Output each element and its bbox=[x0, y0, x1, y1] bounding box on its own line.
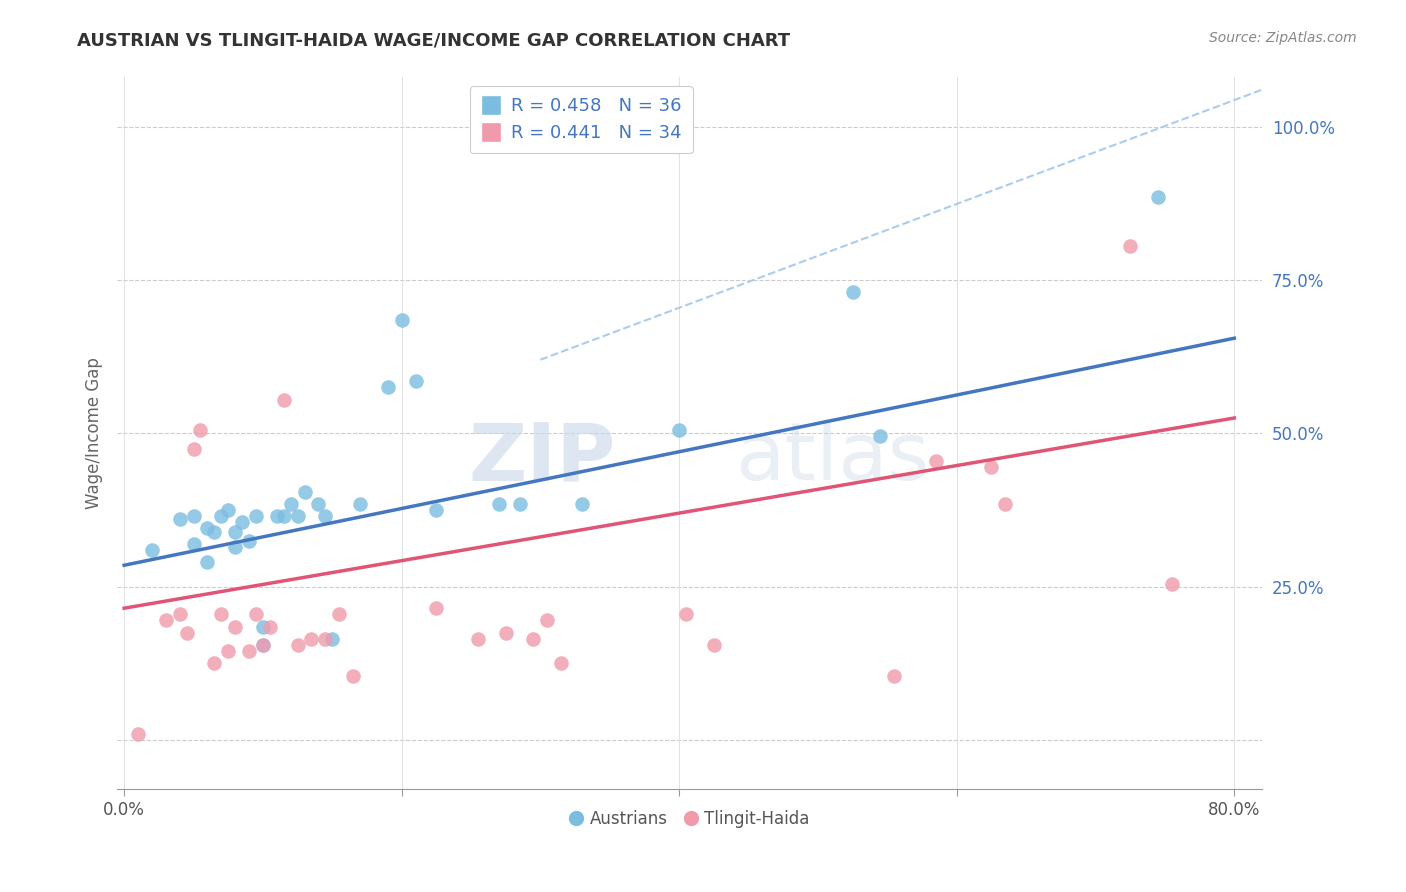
Point bbox=[202, 657, 225, 671]
Point bbox=[183, 509, 205, 524]
Point bbox=[252, 638, 274, 652]
Point bbox=[183, 442, 205, 456]
Point bbox=[307, 497, 329, 511]
Point bbox=[668, 423, 690, 437]
Legend: Austrians, Tlingit-Haida: Austrians, Tlingit-Haida bbox=[562, 803, 817, 834]
Point bbox=[217, 503, 239, 517]
Point bbox=[342, 669, 364, 683]
Point bbox=[314, 632, 336, 646]
Point bbox=[287, 638, 309, 652]
Point bbox=[1119, 239, 1142, 253]
Point bbox=[197, 555, 219, 569]
Point bbox=[209, 509, 232, 524]
Point bbox=[301, 632, 323, 646]
Point bbox=[141, 542, 163, 557]
Point bbox=[314, 509, 336, 524]
Point bbox=[495, 625, 517, 640]
Point bbox=[550, 657, 572, 671]
Point bbox=[509, 497, 531, 511]
Point bbox=[377, 380, 399, 394]
Point bbox=[169, 512, 191, 526]
Point bbox=[190, 423, 212, 437]
Point bbox=[224, 619, 246, 633]
Point bbox=[841, 285, 863, 300]
Text: ZIP: ZIP bbox=[468, 419, 616, 497]
Text: atlas: atlas bbox=[735, 419, 929, 497]
Point bbox=[925, 454, 948, 468]
Point bbox=[328, 607, 350, 622]
Point bbox=[467, 632, 489, 646]
Point bbox=[536, 614, 558, 628]
Point bbox=[197, 521, 219, 535]
Point bbox=[280, 497, 302, 511]
Point bbox=[349, 497, 371, 511]
Point bbox=[183, 537, 205, 551]
Text: AUSTRIAN VS TLINGIT-HAIDA WAGE/INCOME GAP CORRELATION CHART: AUSTRIAN VS TLINGIT-HAIDA WAGE/INCOME GA… bbox=[77, 31, 790, 49]
Point bbox=[980, 460, 1002, 475]
Point bbox=[869, 429, 891, 443]
Point bbox=[1147, 190, 1170, 204]
Point bbox=[522, 632, 544, 646]
Point bbox=[703, 638, 725, 652]
Point bbox=[425, 601, 447, 615]
Point bbox=[488, 497, 510, 511]
Point bbox=[883, 669, 905, 683]
Text: Source: ZipAtlas.com: Source: ZipAtlas.com bbox=[1209, 31, 1357, 45]
Point bbox=[287, 509, 309, 524]
Point bbox=[273, 392, 295, 407]
Point bbox=[321, 632, 343, 646]
Point bbox=[1160, 576, 1182, 591]
Point bbox=[238, 644, 260, 658]
Point bbox=[252, 619, 274, 633]
Point bbox=[176, 625, 198, 640]
Point bbox=[217, 644, 239, 658]
Point bbox=[169, 607, 191, 622]
Y-axis label: Wage/Income Gap: Wage/Income Gap bbox=[86, 358, 103, 509]
Point bbox=[571, 497, 593, 511]
Point bbox=[202, 524, 225, 539]
Point bbox=[245, 509, 267, 524]
Point bbox=[994, 497, 1017, 511]
Point bbox=[231, 516, 253, 530]
Point bbox=[127, 727, 149, 741]
Point bbox=[425, 503, 447, 517]
Point bbox=[224, 540, 246, 554]
Point bbox=[405, 374, 427, 388]
Point bbox=[238, 533, 260, 548]
Point bbox=[294, 484, 316, 499]
Point bbox=[209, 607, 232, 622]
Point bbox=[391, 313, 413, 327]
Point bbox=[675, 607, 697, 622]
Point bbox=[266, 509, 288, 524]
Point bbox=[252, 638, 274, 652]
Point bbox=[273, 509, 295, 524]
Point bbox=[259, 619, 281, 633]
Point bbox=[245, 607, 267, 622]
Point bbox=[155, 614, 177, 628]
Point bbox=[224, 524, 246, 539]
